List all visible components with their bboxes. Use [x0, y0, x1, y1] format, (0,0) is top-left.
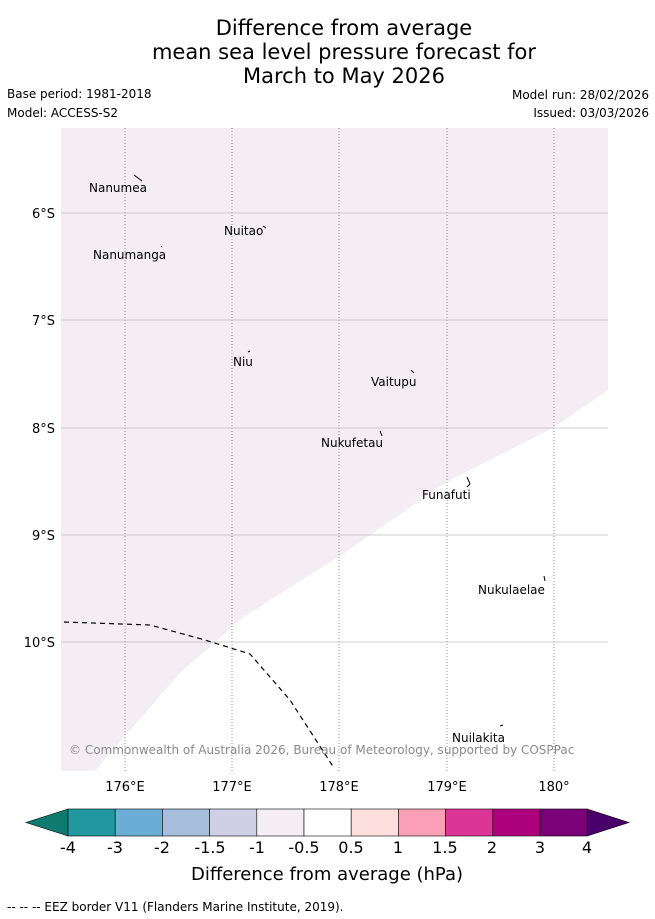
legend-tick: 2: [487, 838, 497, 857]
legend-swatch: [209, 808, 258, 837]
island-nuitao: [262, 225, 267, 229]
island-nukulaelae: [543, 575, 546, 582]
legend-swatch: [350, 808, 399, 837]
legend-swatch: [114, 808, 163, 837]
title-line-2: mean sea level pressure forecast for: [151, 40, 537, 64]
island-niu: [247, 350, 251, 353]
title-line-1: Difference from average: [215, 16, 473, 40]
legend-tick: -4: [60, 838, 76, 857]
base-period: Base period: 1981-2018: [7, 87, 152, 101]
legend-tick: 0.5: [338, 838, 363, 857]
legend-swatch-high-extend: [586, 808, 630, 837]
longitude-gridlines: [124, 128, 555, 771]
eez-border-line: [63, 621, 335, 769]
place-label-nukulaelae: Nukulaelae: [478, 583, 545, 597]
lat-label-7s: 7°S: [32, 314, 55, 329]
place-label-vaitupu: Vaitupu: [371, 375, 417, 389]
legend-swatch: [256, 808, 305, 837]
eez-border-footnote: -- -- -- EEZ border V11 (Flanders Marine…: [7, 900, 344, 914]
model-run: Model run: 28/02/2026: [511, 88, 649, 102]
forecast-map: 6°S 7°S 8°S 9°S 10°S 176°E 177°E 178°E 1…: [24, 128, 608, 795]
lat-label-10s: 10°S: [24, 636, 55, 651]
lat-label-9s: 9°S: [32, 529, 55, 544]
place-label-nuilakita: Nuilakita: [452, 731, 505, 745]
model-name: Model: ACCESS-S2: [7, 106, 119, 120]
legend-swatch: [445, 808, 494, 837]
island-nanumanga: [160, 245, 163, 248]
legend-swatch: [492, 808, 541, 837]
legend-swatch: [398, 808, 446, 837]
islands: [133, 174, 546, 727]
place-label-nanumea: Nanumea: [89, 181, 147, 195]
legend-tick: 1: [393, 838, 403, 857]
legend-swatch-low-extend: [25, 808, 69, 837]
legend-tick: -1.5: [194, 838, 225, 857]
place-label-nanumanga: Nanumanga: [93, 248, 166, 262]
title-line-3: March to May 2026: [243, 64, 445, 88]
legend-swatch: [162, 808, 210, 837]
legend-tick: 1.5: [432, 838, 457, 857]
place-label-funafuti: Funafuti: [422, 488, 471, 502]
issued-date: Issued: 03/03/2026: [533, 106, 649, 120]
legend-tick: -0.5: [288, 838, 319, 857]
legend-swatch: [303, 808, 352, 837]
legend-title: Difference from average (hPa): [191, 864, 463, 885]
lon-label-178e: 178°E: [319, 780, 359, 795]
legend-tick: -3: [107, 838, 123, 857]
island-nukufetau: [379, 430, 383, 437]
legend-tick-labels: -4 -3 -2 -1.5 -1 -0.5 0.5 1 1.5 2 3 4: [60, 838, 592, 857]
legend-tick: 4: [582, 838, 592, 857]
legend-swatch: [539, 808, 588, 837]
legend-swatches: [25, 808, 630, 837]
chart-title: Difference from average mean sea level p…: [0, 16, 655, 88]
place-label-nukufetau: Nukufetau: [321, 436, 383, 450]
island-funafuti: [466, 476, 471, 488]
legend-tick: -1: [249, 838, 265, 857]
island-nanumea: [133, 174, 143, 182]
legend-swatch: [67, 808, 116, 837]
lon-label-176e: 176°E: [105, 780, 145, 795]
anomaly-shaded-region: [61, 128, 608, 771]
lon-label-177e: 177°E: [212, 780, 252, 795]
place-label-niu: Niu: [233, 355, 253, 369]
lon-label-180: 180°: [538, 780, 569, 795]
copyright-notice: © Commonwealth of Australia 2026, Bureau…: [69, 743, 574, 757]
lat-label-8s: 8°S: [32, 422, 55, 437]
lon-label-179e: 179°E: [427, 780, 467, 795]
colour-legend: -4 -3 -2 -1.5 -1 -0.5 0.5 1 1.5 2 3 4 Di…: [25, 808, 630, 885]
legend-tick: 3: [535, 838, 545, 857]
island-vaitupu: [410, 369, 415, 374]
latitude-gridlines: [61, 212, 608, 643]
place-label-nuitao: Nuitao: [224, 224, 263, 238]
lat-label-6s: 6°S: [32, 207, 55, 222]
island-nuilakita: [499, 724, 504, 727]
legend-tick: -2: [154, 838, 170, 857]
